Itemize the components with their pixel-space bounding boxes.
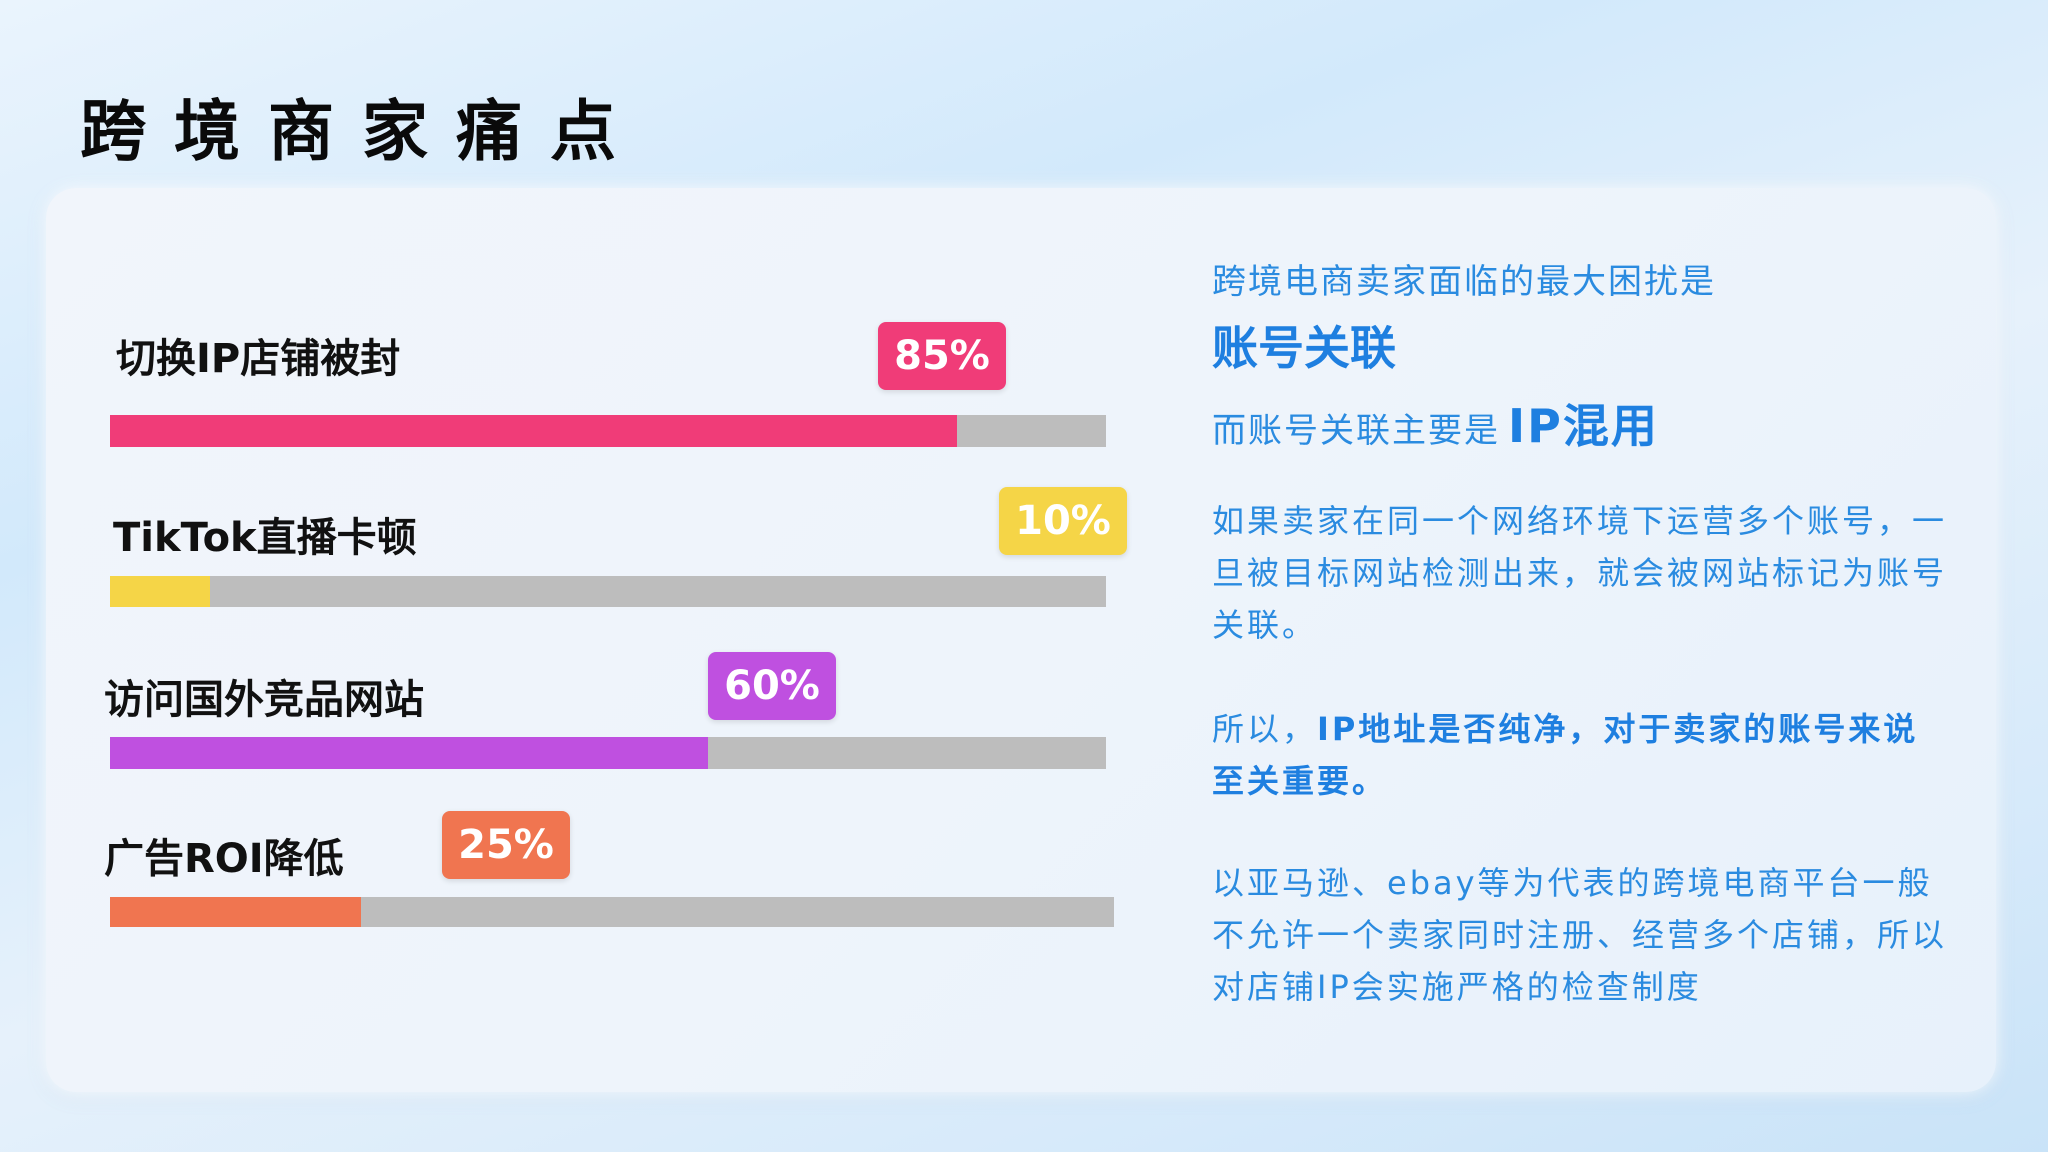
- pain-point-badge: 10%: [999, 487, 1127, 555]
- progress-fill: [110, 415, 957, 447]
- key-issue-heading: 账号关联: [1212, 321, 1396, 375]
- progress-track: [110, 897, 1114, 927]
- cause-emphasis: IP混用: [1508, 399, 1659, 453]
- pain-point-badge: 85%: [878, 322, 1006, 390]
- pain-point-label: 访问国外竞品网站: [104, 677, 424, 723]
- pain-point-badge: 25%: [442, 811, 570, 879]
- progress-track: [110, 415, 1106, 447]
- pain-point-label: TikTok直播卡顿: [113, 515, 417, 561]
- pain-point-badge: 60%: [708, 652, 836, 720]
- pain-point-label: 切换IP店铺被封: [116, 336, 401, 382]
- content-card: [46, 188, 1996, 1092]
- paragraph-3: 以亚马逊、ebay等为代表的跨境电商平台一般不允许一个卖家同时注册、经营多个店铺…: [1212, 864, 1948, 1006]
- page-title: 跨境商家痛点: [80, 93, 644, 170]
- progress-track: [110, 737, 1106, 769]
- pain-point-label: 广告ROI降低: [104, 836, 344, 882]
- cause-prefix: 而账号关联主要是: [1212, 411, 1500, 451]
- progress-fill: [110, 897, 361, 927]
- paragraph-2-emphasis: IP地址是否纯净，对于卖家的账号来说至关重要。: [1212, 710, 1919, 800]
- progress-fill: [110, 737, 708, 769]
- progress-fill: [110, 576, 210, 607]
- progress-track: [110, 576, 1106, 607]
- paragraph-2-prefix: 所以，: [1212, 710, 1318, 748]
- cause-line: 而账号关联主要是 IP混用: [1212, 390, 1952, 456]
- paragraph-2: 所以，IP地址是否纯净，对于卖家的账号来说至关重要。: [1212, 703, 1952, 807]
- paragraph-1: 如果卖家在同一个网络环境下运营多个账号，一旦被目标网站检测出来，就会被网站标记为…: [1212, 502, 1948, 644]
- intro-line: 跨境电商卖家面临的最大困扰是: [1212, 262, 1716, 302]
